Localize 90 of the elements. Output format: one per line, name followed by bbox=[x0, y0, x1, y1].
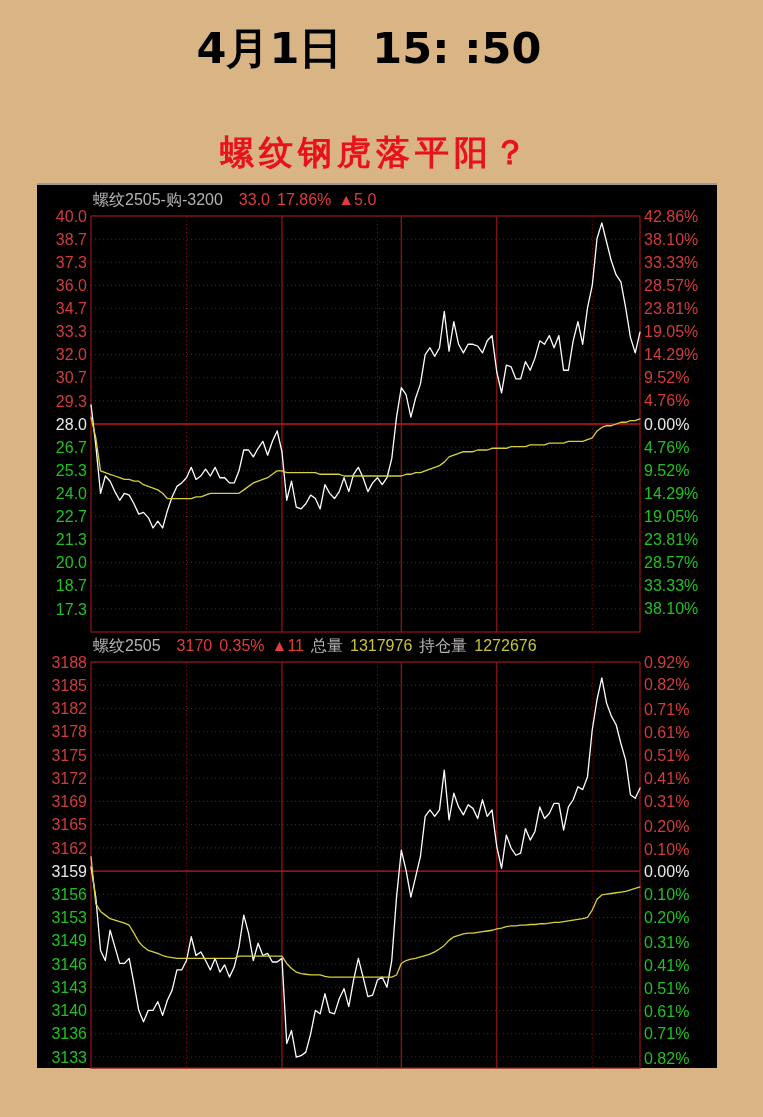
text: 3170 bbox=[176, 637, 213, 654]
y2-tick-label: 0.61% bbox=[644, 724, 690, 742]
y2-tick-label: 9.52% bbox=[644, 461, 690, 479]
text: ▲5.0 bbox=[338, 191, 377, 208]
y2-tick-label: 38.10% bbox=[644, 230, 699, 248]
y-tick-label: 34.7 bbox=[55, 299, 88, 317]
y2-tick-label: 14.29% bbox=[644, 346, 699, 364]
y-tick-label: 36.0 bbox=[55, 276, 88, 294]
y2-tick-label: 28.57% bbox=[644, 554, 699, 572]
y2-tick-label: 0.82% bbox=[644, 1050, 690, 1068]
y2-tick-label: 0.31% bbox=[644, 934, 690, 952]
y-tick-label: 37.3 bbox=[55, 253, 88, 271]
y-tick-label: 3172 bbox=[51, 769, 88, 787]
y-tick-label: 29.3 bbox=[55, 392, 88, 410]
line-series bbox=[90, 416, 641, 500]
y2-tick-label: 0.20% bbox=[644, 909, 690, 927]
y-tick-label: 17.3 bbox=[55, 600, 88, 618]
text: 33.0 bbox=[238, 191, 271, 208]
y2-tick-label: 28.57% bbox=[644, 276, 699, 294]
y2-tick-label: 0.10% bbox=[644, 840, 690, 858]
y-tick-label: 3133 bbox=[51, 1048, 88, 1066]
y-tick-label: 21.3 bbox=[55, 531, 88, 549]
y-tick-label: 3136 bbox=[51, 1025, 88, 1043]
text: 螺纹2505-购-3200 bbox=[93, 191, 223, 208]
y2-tick-label: 4.76% bbox=[644, 438, 690, 456]
y-tick-label: 3175 bbox=[51, 746, 88, 764]
y2-tick-label: 14.29% bbox=[644, 484, 699, 502]
y-tick-label: 3156 bbox=[51, 885, 88, 903]
y-tick-label: 26.7 bbox=[55, 438, 88, 456]
y-tick-label: 3165 bbox=[51, 816, 88, 834]
y-tick-label: 24.0 bbox=[55, 484, 88, 502]
y2-tick-label: 19.05% bbox=[644, 508, 699, 526]
y2-tick-label: 0.10% bbox=[644, 886, 690, 904]
y2-tick-label: 0.41% bbox=[644, 769, 690, 787]
y2-tick-label: 4.76% bbox=[644, 392, 690, 410]
text: 0.35% bbox=[219, 637, 265, 654]
y2-tick-label: 23.81% bbox=[644, 300, 699, 318]
text: 1317976 bbox=[350, 637, 413, 654]
y-tick-label: 3149 bbox=[51, 932, 88, 950]
text: 总量 bbox=[310, 637, 344, 654]
y-tick-label: 3169 bbox=[51, 793, 88, 810]
y2-tick-label: 33.33% bbox=[644, 253, 699, 271]
y-tick-label: 22.7 bbox=[55, 507, 88, 525]
y2-tick-label: 9.52% bbox=[644, 369, 690, 387]
y-tick-label: 32.0 bbox=[55, 346, 88, 364]
line-series bbox=[90, 677, 641, 1058]
y-tick-label: 3153 bbox=[51, 909, 88, 927]
y-tick-label: 3146 bbox=[51, 955, 88, 973]
y2-tick-label: 38.10% bbox=[644, 600, 699, 618]
y2-tick-label: 19.05% bbox=[644, 323, 699, 341]
y2-tick-label: 0.51% bbox=[644, 979, 690, 997]
y2-tick-label: 33.33% bbox=[644, 577, 699, 595]
chart-subtitle: 螺纹钢虎落平阳？ bbox=[219, 132, 532, 172]
y-tick-label: 3178 bbox=[51, 723, 88, 741]
y2-tick-label: 0.41% bbox=[644, 956, 690, 974]
y2-tick-label: 0.00% bbox=[644, 863, 690, 881]
text: 17.86% bbox=[276, 191, 332, 208]
line-series bbox=[90, 222, 641, 529]
y-tick-label: 3185 bbox=[51, 676, 88, 694]
y-tick-label: 3188 bbox=[51, 653, 88, 671]
chart-title: 4月1日 15: :50 bbox=[196, 23, 542, 73]
text: 1272676 bbox=[474, 637, 537, 654]
y-tick-label: 3162 bbox=[51, 839, 88, 857]
y-tick-label: 38.7 bbox=[55, 230, 88, 248]
y2-tick-label: 0.82% bbox=[644, 676, 690, 694]
y-tick-label: 40.0 bbox=[55, 207, 88, 225]
y-tick-label: 28.0 bbox=[55, 415, 88, 433]
y-tick-label: 18.7 bbox=[55, 577, 88, 595]
y-tick-label: 3140 bbox=[51, 1002, 88, 1020]
line-series bbox=[90, 856, 641, 978]
y-tick-label: 20.0 bbox=[55, 554, 88, 572]
y2-tick-label: 42.86% bbox=[644, 207, 699, 225]
y-tick-label: 30.7 bbox=[55, 369, 88, 387]
y2-tick-label: 0.20% bbox=[644, 817, 690, 835]
y-tick-label: 3143 bbox=[51, 978, 88, 996]
y2-tick-label: 0.51% bbox=[644, 747, 690, 765]
y2-tick-label: 0.31% bbox=[644, 792, 690, 810]
y-tick-label: 3159 bbox=[51, 862, 88, 880]
text: 持仓量 bbox=[419, 637, 468, 654]
y-tick-label: 25.3 bbox=[55, 461, 88, 479]
y2-tick-label: 23.81% bbox=[644, 531, 699, 549]
y2-tick-label: 0.61% bbox=[644, 1002, 690, 1020]
y2-tick-label: 0.00% bbox=[644, 415, 690, 433]
y2-tick-label: 0.92% bbox=[644, 653, 690, 671]
y2-tick-label: 0.71% bbox=[644, 701, 690, 719]
y-tick-label: 33.3 bbox=[55, 323, 88, 341]
text: ▲11 bbox=[271, 637, 305, 654]
text: 螺纹2505 bbox=[93, 637, 161, 654]
y2-tick-label: 0.71% bbox=[644, 1025, 690, 1043]
y-tick-label: 3182 bbox=[51, 700, 88, 718]
